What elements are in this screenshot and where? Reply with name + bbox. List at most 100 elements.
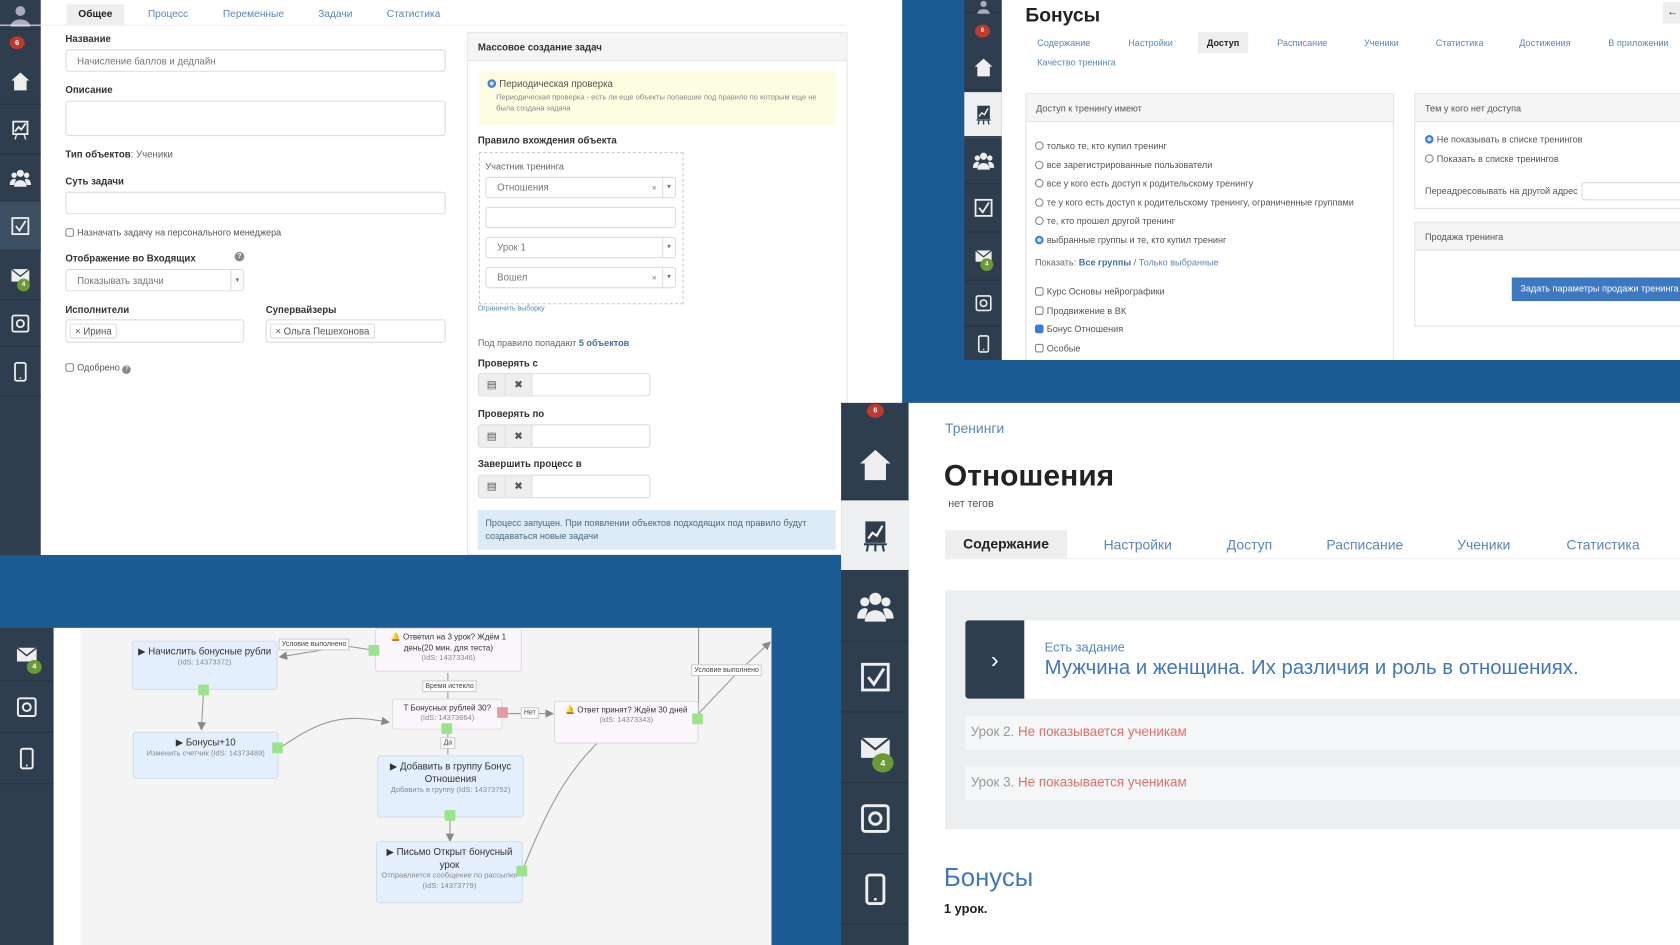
- tab-process[interactable]: Процесс: [147, 8, 189, 21]
- executor-tag[interactable]: × Ирина: [69, 323, 118, 339]
- sidebar-item-home[interactable]: [0, 58, 41, 106]
- tab-tasks[interactable]: Задачи: [318, 8, 353, 21]
- sidebar-item-users[interactable]: [841, 571, 909, 642]
- no-access-option[interactable]: Не показывать в списке тренингов: [1425, 134, 1583, 145]
- rule-text-input[interactable]: [485, 206, 677, 229]
- help-icon[interactable]: ?: [234, 251, 245, 262]
- sidebar-item-mobile[interactable]: [964, 327, 1002, 360]
- match-count-link[interactable]: 5 объектов: [578, 337, 630, 349]
- no-access-option[interactable]: Показать в списке тренингов: [1425, 153, 1559, 164]
- calendar-icon[interactable]: ▤: [478, 425, 506, 447]
- supervisors-input[interactable]: × Ольга Пешехонова: [265, 319, 446, 343]
- flow-canvas[interactable]: ▶ Начислить бонусные рубли (IdS: 14373372…: [53, 627, 772, 945]
- sidebar-item-tasks[interactable]: [0, 201, 41, 251]
- flow-node[interactable]: ▶ Письмо Открыт бонусный урок Отправляетс…: [376, 841, 523, 904]
- supervisor-tag[interactable]: × Ольга Пешехонова: [270, 323, 375, 339]
- tab-variables[interactable]: Переменные: [222, 8, 285, 21]
- flow-node[interactable]: ▶ Добавить в группу Бонус Отношения Добав…: [377, 755, 524, 818]
- notifications-badge[interactable]: 6: [975, 24, 991, 38]
- flow-node[interactable]: ▶ Начислить бонусные рубли (IdS: 14373372…: [131, 640, 278, 691]
- tab-statistics[interactable]: Статистика: [1435, 37, 1484, 49]
- name-input[interactable]: Начисление баллов и дедлайн: [65, 49, 446, 72]
- tab-statistics[interactable]: Статистика: [386, 8, 441, 21]
- sidebar-item-users[interactable]: [0, 154, 41, 202]
- training-select[interactable]: Отношения × ▼: [485, 176, 677, 199]
- sidebar-item-mobile[interactable]: [841, 854, 909, 925]
- tab-in-app[interactable]: В приложении: [1608, 37, 1669, 49]
- tab-general[interactable]: Общее: [66, 4, 125, 25]
- sidebar-item-mobile[interactable]: [0, 733, 54, 785]
- sidebar-item-mail[interactable]: [0, 628, 54, 682]
- tab-access[interactable]: Доступ: [1197, 32, 1249, 54]
- tab-statistics[interactable]: Статистика: [1566, 536, 1640, 553]
- sidebar-item-home[interactable]: [841, 430, 909, 501]
- radio[interactable]: [1035, 160, 1044, 169]
- access-option[interactable]: выбранные группы и те, кто купил тренинг: [1035, 235, 1226, 245]
- sidebar-item-tasks[interactable]: [964, 184, 1002, 233]
- show-all-link[interactable]: Все группы: [1078, 257, 1132, 268]
- radio[interactable]: [1035, 141, 1044, 151]
- checkbox[interactable]: [1035, 287, 1044, 296]
- group-checkbox[interactable]: Продвижение в ВК: [1035, 305, 1126, 316]
- lesson-row[interactable]: Урок 2. Не показывается ученикам: [965, 715, 1680, 751]
- flow-node[interactable]: 🔔 Ответ принят? Ждём 30 дней (IdS: 143733…: [553, 700, 699, 744]
- lesson-card[interactable]: › Есть задание Мужчина и женщина. Их раз…: [965, 620, 1680, 699]
- checkbox[interactable]: [1035, 305, 1044, 315]
- tab-access[interactable]: Доступ: [1226, 536, 1273, 553]
- limit-selection-link[interactable]: Ограничить выборку: [477, 305, 545, 313]
- checkbox[interactable]: [1035, 324, 1044, 334]
- checkbox[interactable]: [1035, 343, 1044, 353]
- radio[interactable]: [1035, 235, 1044, 245]
- clear-icon[interactable]: ✖: [505, 475, 533, 498]
- tab-schedule[interactable]: Расписание: [1277, 37, 1328, 49]
- clear-icon[interactable]: ✖: [505, 425, 533, 447]
- radio[interactable]: [1035, 216, 1044, 226]
- sidebar-item-trainings[interactable]: [964, 92, 1002, 138]
- lesson-row[interactable]: Урок 3. Не показывается ученикам: [965, 766, 1680, 801]
- tab-settings[interactable]: Настройки: [1128, 37, 1173, 49]
- radio[interactable]: [1035, 179, 1044, 188]
- sale-settings-button[interactable]: Задать параметры продажи тренинга: [1511, 277, 1680, 302]
- port[interactable]: [368, 645, 380, 656]
- port[interactable]: [497, 707, 508, 718]
- checkbox[interactable]: [65, 228, 74, 237]
- redirect-input[interactable]: [1581, 182, 1680, 201]
- avatar[interactable]: [964, 0, 1002, 14]
- lesson-title[interactable]: Мужчина и женщина. Их различия и роль в …: [1044, 656, 1579, 680]
- tab-achievements[interactable]: Достижения: [1519, 37, 1571, 49]
- tab-content[interactable]: Содержание: [1037, 37, 1091, 49]
- tab-schedule[interactable]: Расписание: [1326, 536, 1404, 553]
- sidebar-item-safe[interactable]: [0, 300, 41, 348]
- access-option[interactable]: те у кого есть доступ к родительскому тр…: [1035, 197, 1354, 208]
- assign-manager-checkbox[interactable]: Назначать задачу на персонального менедж…: [65, 227, 281, 238]
- clear-icon[interactable]: ×: [651, 182, 657, 193]
- sidebar-item-users[interactable]: [964, 137, 1002, 185]
- inbox-display-select[interactable]: Показывать задачи ▼: [65, 268, 245, 292]
- breadcrumb[interactable]: Тренинги: [945, 420, 1005, 437]
- status-select[interactable]: Вошел × ▼: [485, 266, 677, 289]
- sidebar-item-mail[interactable]: [841, 713, 909, 784]
- back-button[interactable]: ←: [1662, 2, 1680, 24]
- port[interactable]: [444, 810, 456, 821]
- port[interactable]: [441, 723, 453, 734]
- sidebar-item-mobile[interactable]: [0, 347, 41, 397]
- flow-node[interactable]: ▶ Бонусы+10 Изменить счетчик (IdS: 143734…: [132, 731, 279, 779]
- group-checkbox[interactable]: Особые: [1035, 343, 1080, 353]
- port[interactable]: [198, 684, 209, 696]
- clear-icon[interactable]: ×: [651, 272, 657, 283]
- sidebar-item-safe[interactable]: [964, 281, 1002, 327]
- port[interactable]: [516, 865, 528, 877]
- tab-settings[interactable]: Настройки: [1103, 536, 1172, 553]
- description-textarea[interactable]: [65, 100, 446, 137]
- flow-node[interactable]: 🔔 Ответил на 3 урок? Ждём 1 день(20 мин.…: [375, 627, 522, 672]
- port[interactable]: [692, 713, 703, 725]
- chevron-right-icon[interactable]: ›: [965, 620, 1025, 699]
- radio[interactable]: [1425, 135, 1434, 144]
- calendar-icon[interactable]: ▤: [478, 373, 506, 396]
- access-option[interactable]: все зарегистрированные пользователи: [1035, 159, 1212, 170]
- finish-date[interactable]: ▤ ✖: [477, 474, 651, 499]
- avatar[interactable]: [0, 0, 41, 31]
- sidebar-item-safe[interactable]: [841, 783, 909, 854]
- checkbox[interactable]: [65, 363, 74, 372]
- clear-icon[interactable]: ✖: [505, 373, 533, 396]
